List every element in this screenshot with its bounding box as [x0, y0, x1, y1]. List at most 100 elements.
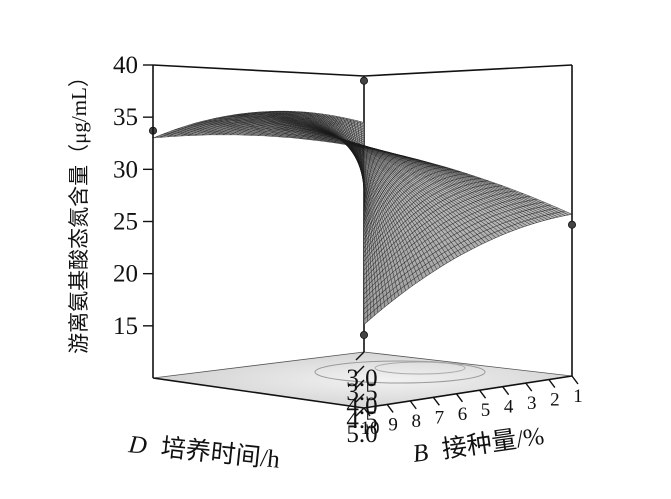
mesh-line-b: [311, 112, 417, 284]
surface-patch: [484, 193, 500, 200]
design-point: [359, 330, 368, 339]
surface-patch: [401, 188, 410, 197]
surface-patch: [434, 235, 445, 247]
surface-patch: [399, 220, 408, 232]
surface-patch: [410, 171, 422, 178]
mesh-line-b: [170, 129, 555, 219]
mesh-line-b: [230, 115, 496, 238]
surface-patch: [438, 184, 450, 192]
y-tick-label: 9: [388, 414, 398, 435]
x-tick-label: 5.0: [346, 421, 377, 448]
surface-patch: [399, 211, 407, 221]
y-tick-label: 1: [573, 386, 583, 407]
mesh-line-b: [247, 112, 479, 246]
surface-patch: [407, 234, 416, 246]
mesh-line-b: [163, 131, 562, 217]
surface-patch: [403, 227, 412, 239]
surface-patch: [458, 193, 472, 201]
mesh-line-b: [342, 117, 386, 307]
surface-patch: [480, 194, 495, 202]
surface-patch: [412, 200, 422, 209]
surface-patch: [444, 250, 456, 262]
y-tick-label: 3: [527, 393, 537, 414]
surface-patch: [496, 224, 511, 234]
y-tick: [478, 389, 487, 399]
surface-patch: [454, 224, 467, 234]
y-axis-text: 接种量/%: [440, 422, 546, 464]
surface-patch: [404, 175, 414, 183]
surface-patch: [494, 198, 510, 206]
surface-patch: [379, 167, 387, 175]
surface-patch: [450, 247, 462, 258]
y-tick-label: 2: [550, 390, 560, 411]
mesh-line-b: [290, 111, 438, 270]
design-point: [568, 220, 577, 229]
mesh-line-b: [272, 111, 455, 259]
y-tick: [502, 386, 510, 396]
mesh-line-b: [279, 110, 448, 264]
surface-patch: [458, 202, 472, 211]
surface-patch: [421, 193, 432, 202]
y-axis-line: [363, 375, 573, 409]
surface-patch: [470, 189, 485, 196]
surface-patch: [383, 198, 389, 208]
x-tick-label: 3.5: [346, 379, 377, 406]
surface-patch: [418, 175, 430, 183]
surface-patch: [410, 242, 420, 254]
surface-patch: [390, 177, 399, 186]
mesh-line-b: [269, 111, 458, 257]
surface-patch: [397, 170, 407, 178]
surface-patch: [424, 242, 435, 254]
surface-patch: [431, 170, 444, 176]
x-tick-label: 3.0: [346, 365, 377, 392]
surface-patch: [346, 129, 352, 135]
mesh-line-b: [240, 113, 486, 243]
surface-patch: [378, 169, 386, 177]
mesh-line-b: [237, 114, 489, 242]
x-axis: 3.03.54.04.55.0: [346, 351, 378, 448]
surface-patch: [417, 257, 428, 269]
y-tick-label: 7: [435, 407, 445, 428]
y-tick: [571, 375, 579, 385]
surface-patch: [364, 310, 371, 325]
y-axis: 10 9 8 7 6 5 4 3 2 1: [361, 375, 583, 439]
surface-patch: [402, 166, 413, 173]
y-tick: [363, 407, 371, 417]
y-tick-label: 6: [458, 404, 468, 425]
surface-patch: [395, 172, 405, 179]
surface-patch: [452, 215, 465, 225]
surface-patch: [519, 217, 536, 225]
surface-patch: [414, 249, 424, 261]
mesh-line-b: [258, 111, 469, 252]
mesh-line-b: [332, 115, 396, 299]
x-tick-label: 4.5: [346, 407, 377, 434]
surface-patch: [454, 194, 468, 203]
surface-patch: [385, 195, 392, 205]
surface-patch: [378, 204, 384, 215]
z-tick-label: 35: [113, 104, 138, 131]
x-axis-line: [152, 377, 365, 409]
surface-patch: [508, 195, 525, 202]
surface-patch: [404, 165, 416, 171]
mesh-line-b: [152, 134, 573, 215]
mesh-line-b: [335, 115, 392, 302]
surface-patch: [441, 182, 454, 190]
surface-patch: [536, 204, 554, 211]
y-tick: [386, 404, 394, 413]
x-tick: [355, 379, 365, 389]
surface-patch: [427, 261, 438, 273]
y-tick-label: 5: [481, 400, 491, 421]
surface-patch: [409, 202, 418, 212]
y-tick: [409, 400, 417, 410]
surface-patch: [394, 265, 402, 278]
surface-patch: [471, 206, 485, 215]
surface-patch: [383, 161, 393, 168]
surface-patch: [402, 177, 412, 185]
surface-patch: [396, 273, 405, 286]
mesh-line-b: [159, 132, 566, 216]
surface-patch: [459, 221, 472, 231]
surface-patch: [388, 157, 398, 163]
surface-patch: [425, 191, 436, 199]
mesh-line-b: [307, 112, 420, 282]
mesh-line-b: [261, 111, 465, 254]
